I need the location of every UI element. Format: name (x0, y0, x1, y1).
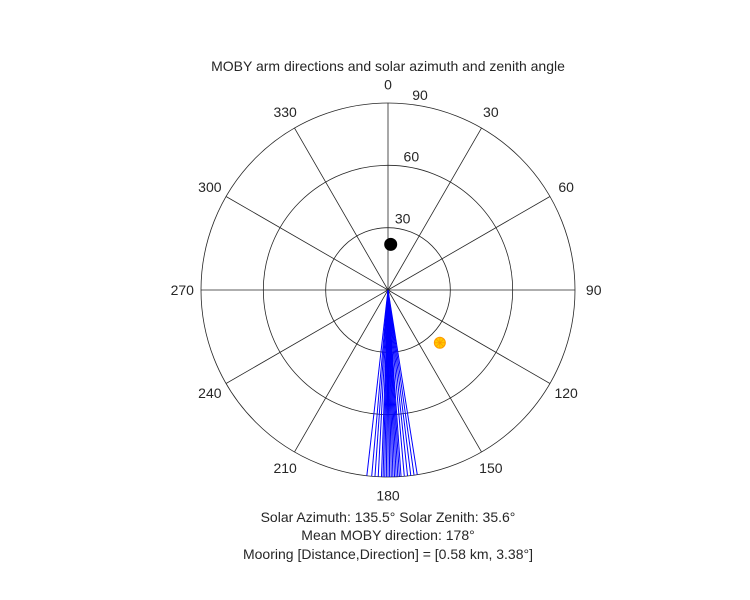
radial-label-60: 60 (404, 149, 420, 165)
angle-label-0: 0 (384, 76, 392, 92)
spoke-60 (387, 196, 551, 291)
sun-ray (439, 342, 445, 347)
angle-label-60: 60 (558, 179, 574, 195)
sun-ray (439, 338, 445, 344)
spoke-210 (294, 289, 389, 453)
spoke-300 (225, 196, 389, 291)
moby-arm-line (377, 289, 389, 477)
spoke-30 (387, 127, 482, 291)
moby-arm-line (380, 289, 389, 477)
annotation-mooring: Mooring [Distance,Direction] = [0.58 km,… (243, 546, 533, 562)
spoke-330 (294, 127, 389, 291)
annotation-solar: Solar Azimuth: 135.5° Solar Zenith: 35.6… (261, 509, 516, 525)
markers (384, 237, 446, 349)
sun-point (433, 336, 446, 349)
radial-label-30: 30 (395, 210, 411, 226)
moby-arm-line (387, 289, 412, 476)
sun-ray (435, 342, 441, 347)
moby-arm-direction-lines (366, 289, 418, 477)
angle-label-120: 120 (554, 385, 578, 401)
mooring-point (384, 237, 398, 251)
angle-label-210: 210 (273, 460, 297, 476)
moby-arm-line (371, 289, 389, 477)
angle-label-270: 270 (171, 282, 195, 298)
angle-label-30: 30 (483, 104, 499, 120)
spoke-240 (225, 289, 389, 384)
moby-arm-line (387, 289, 418, 475)
moby-arm-line (366, 289, 389, 476)
angle-label-330: 330 (273, 104, 297, 120)
moby-arm-line (374, 289, 389, 477)
annotation-mean-moby: Mean MOBY direction: 178° (301, 527, 474, 543)
angle-label-240: 240 (198, 385, 222, 401)
chart-title: MOBY arm directions and solar azimuth an… (211, 58, 565, 74)
angular-tick-labels: 0 30 60 90 120 150 180 210 240 270 300 330 (171, 76, 602, 503)
radial-tick-labels: 30 60 90 (395, 87, 428, 226)
angle-label-300: 300 (198, 179, 222, 195)
angle-label-180: 180 (376, 488, 400, 504)
radial-label-90: 90 (412, 87, 428, 103)
moby-arm-line (387, 289, 405, 477)
angle-label-90: 90 (586, 282, 602, 298)
angle-label-150: 150 (479, 460, 503, 476)
moby-arm-line (387, 289, 409, 477)
spoke-150 (387, 289, 482, 453)
moby-arm-line (387, 289, 415, 476)
spoke-120 (387, 289, 551, 384)
sun-ray (435, 338, 441, 344)
